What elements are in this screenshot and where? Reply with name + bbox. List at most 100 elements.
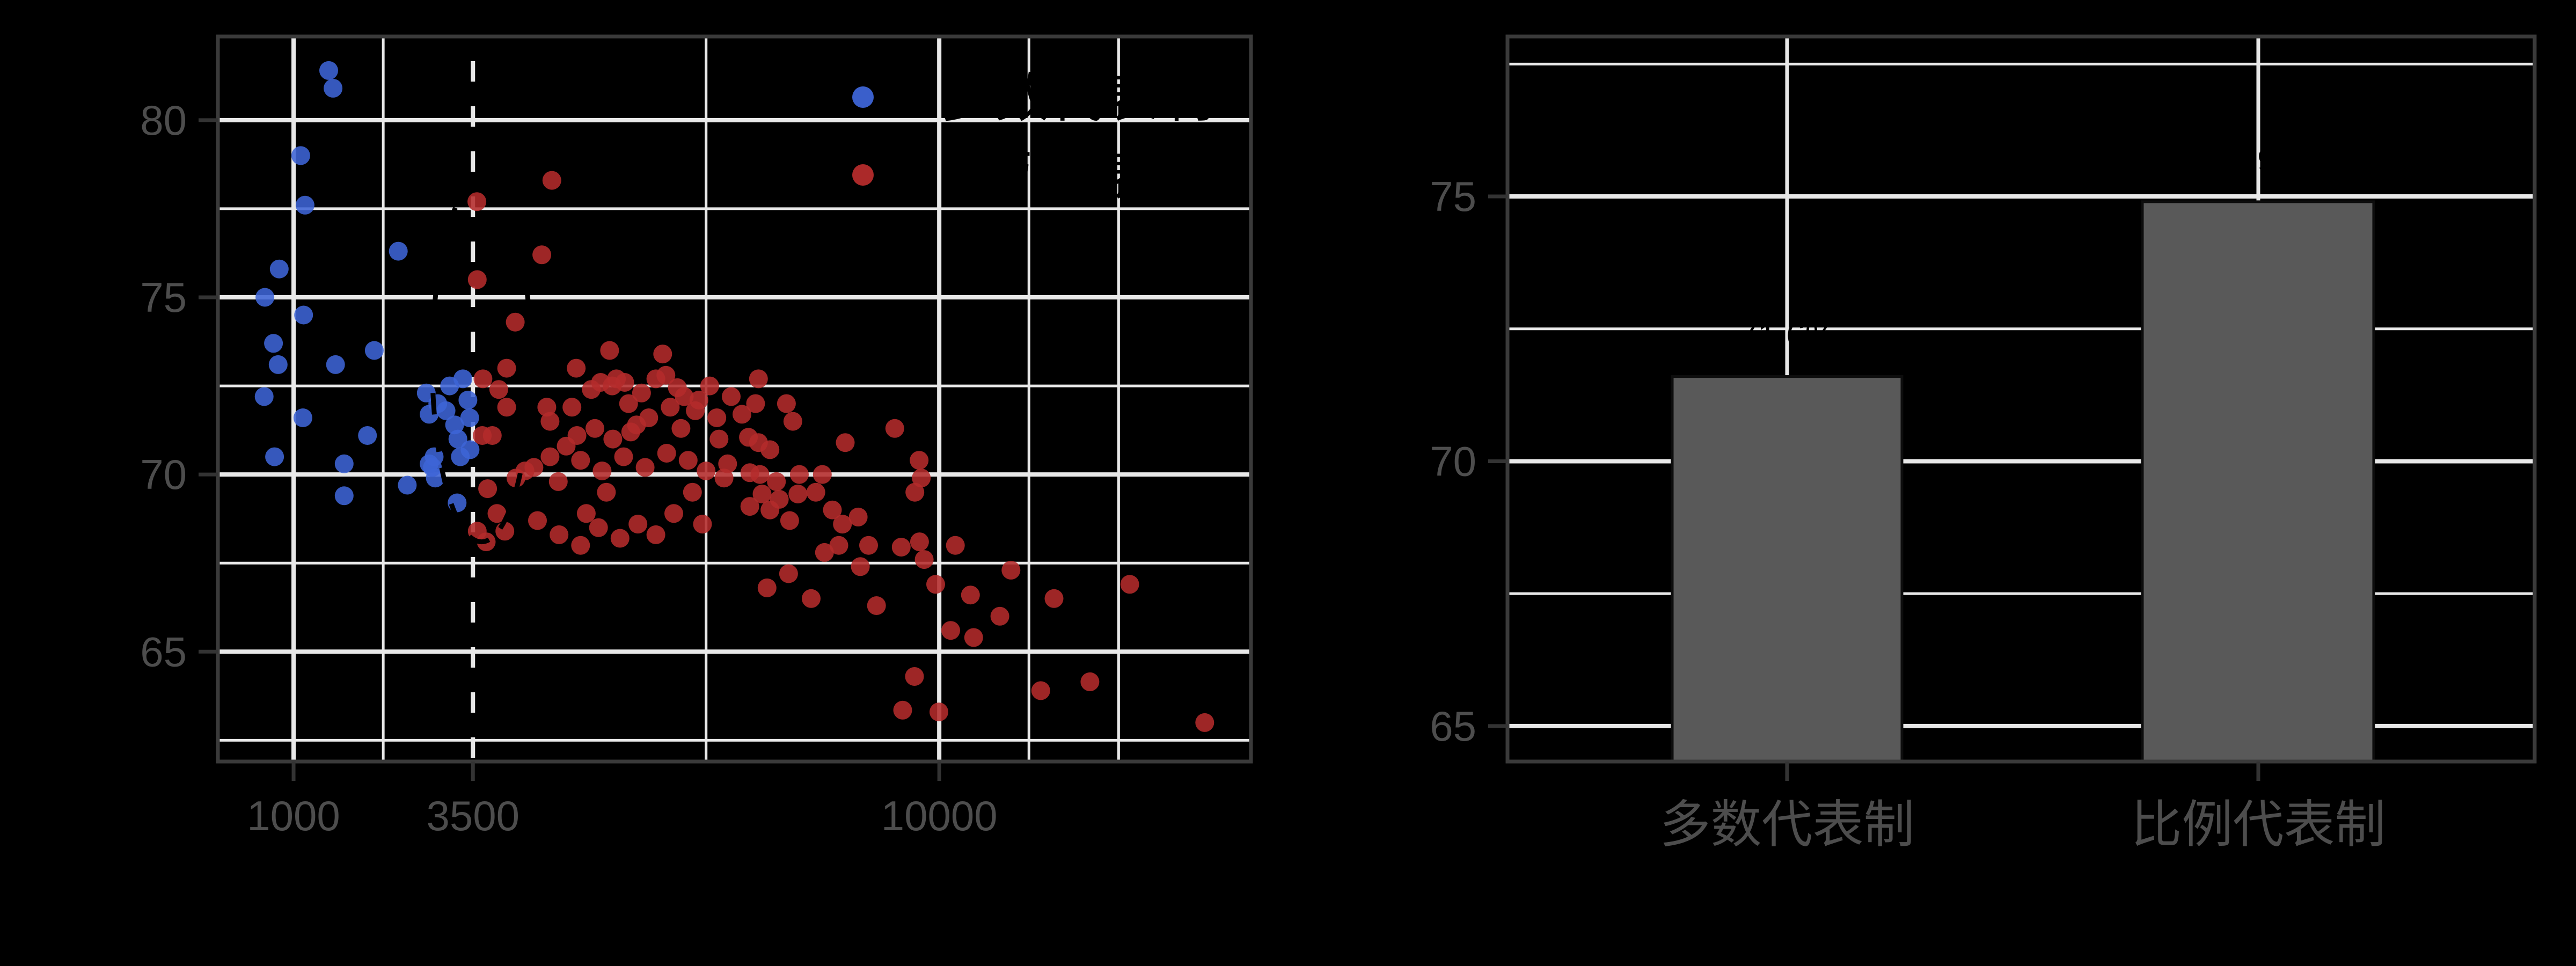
scatter-points-blue [254,61,480,513]
data-point [467,270,487,289]
data-point [823,500,842,519]
data-point [746,394,765,413]
y-axis-tick-label: 75 [1430,173,1476,220]
data-point [767,472,786,491]
data-point [714,469,734,488]
data-point [671,419,691,438]
data-point [576,504,596,523]
y-axis-tick-label: 65 [1430,702,1476,750]
data-point [600,341,619,360]
data-point [683,482,702,502]
data-point [806,482,825,502]
data-point [453,369,472,389]
data-point [487,504,507,523]
data-point [451,447,470,466]
data-point [739,428,758,447]
data-point [473,426,492,445]
data-point [1031,681,1050,700]
data-point [295,195,314,215]
data-point [614,447,633,466]
data-point [760,500,780,519]
data-point [646,369,665,389]
data-point [420,454,439,473]
data-point [757,578,777,597]
data-point [632,383,651,402]
y-axis-tick-label: 80 [140,97,187,144]
data-point [718,454,737,473]
data-point [607,369,626,389]
data-point [1080,672,1100,691]
data-point [550,525,569,544]
data-point [326,355,345,374]
data-point [621,422,640,442]
data-point [848,507,868,526]
data-point [1044,589,1064,608]
data-point [779,564,798,583]
data-point [489,380,508,399]
data-point [269,259,289,279]
data-point [506,312,525,332]
data-point [851,557,870,576]
data-point [833,515,852,534]
data-point [334,454,354,473]
data-point [961,586,980,605]
data-point [964,628,983,647]
data-point [815,543,834,562]
data-point [914,550,934,569]
y-axis-tick-label: 75 [140,274,187,321]
data-point [528,511,547,530]
data-point [458,391,478,409]
data-point [265,447,284,466]
data-point [540,412,560,431]
data-point [668,378,687,397]
data-point [780,511,799,530]
data-point [790,465,809,484]
data-point [592,462,612,480]
data-point [548,472,568,491]
bar-value-label: 74.9% [2209,141,2307,180]
data-point [319,61,338,80]
bar-1 [1671,375,1904,763]
data-point [467,192,487,211]
data-point [697,462,716,480]
legend-item-majoritarian-label: 多数代表制 [940,68,1214,128]
data-point [364,341,384,360]
data-point [1001,560,1021,580]
data-point [829,536,848,555]
data-point [783,412,802,431]
data-point [448,429,467,449]
data-point [867,596,886,615]
data-point [324,78,343,98]
data-point [398,475,417,495]
bar-panel-border [1505,34,2537,764]
data-point [750,465,770,484]
data-point [859,536,878,555]
data-point [293,408,312,427]
data-point [926,575,945,594]
data-point [700,376,719,396]
data-point [946,536,965,555]
data-point [635,458,655,477]
data-point [389,241,408,261]
data-point [294,305,313,325]
data-point [930,702,948,722]
data-point [910,532,929,552]
data-point [910,451,929,470]
data-point [941,621,960,640]
data-point [358,426,377,445]
data-point [567,358,586,378]
data-point [657,444,676,463]
data-point [836,433,855,452]
data-point [802,589,821,608]
data-point [589,518,608,537]
highlight-ellipse [429,178,533,545]
data-point [749,369,768,389]
data-point [740,497,759,516]
data-point [597,482,616,502]
data-point [497,398,516,417]
data-point [628,515,648,534]
data-point [639,408,658,427]
